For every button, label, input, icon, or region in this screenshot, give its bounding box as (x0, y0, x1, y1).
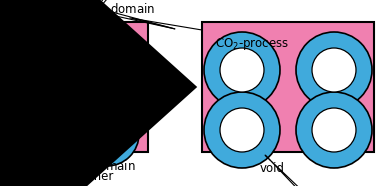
Text: void: void (260, 162, 285, 175)
Circle shape (220, 48, 264, 92)
Circle shape (204, 92, 280, 168)
Circle shape (18, 55, 82, 119)
Circle shape (296, 92, 372, 168)
Circle shape (75, 102, 139, 166)
Circle shape (220, 108, 264, 152)
Bar (202, 22, 374, 152)
Circle shape (296, 32, 372, 108)
Text: non-CO$_2$-philic domain: non-CO$_2$-philic domain (2, 158, 136, 175)
Circle shape (204, 32, 280, 108)
Text: CO$_2$-philic domain: CO$_2$-philic domain (48, 1, 155, 18)
Text: of high-Tg polymer: of high-Tg polymer (2, 170, 113, 183)
Circle shape (312, 48, 356, 92)
Bar (8, 22, 148, 152)
Circle shape (312, 108, 356, 152)
Text: CO$_2$-process: CO$_2$-process (215, 36, 289, 52)
Circle shape (75, 55, 139, 119)
Circle shape (18, 102, 82, 166)
